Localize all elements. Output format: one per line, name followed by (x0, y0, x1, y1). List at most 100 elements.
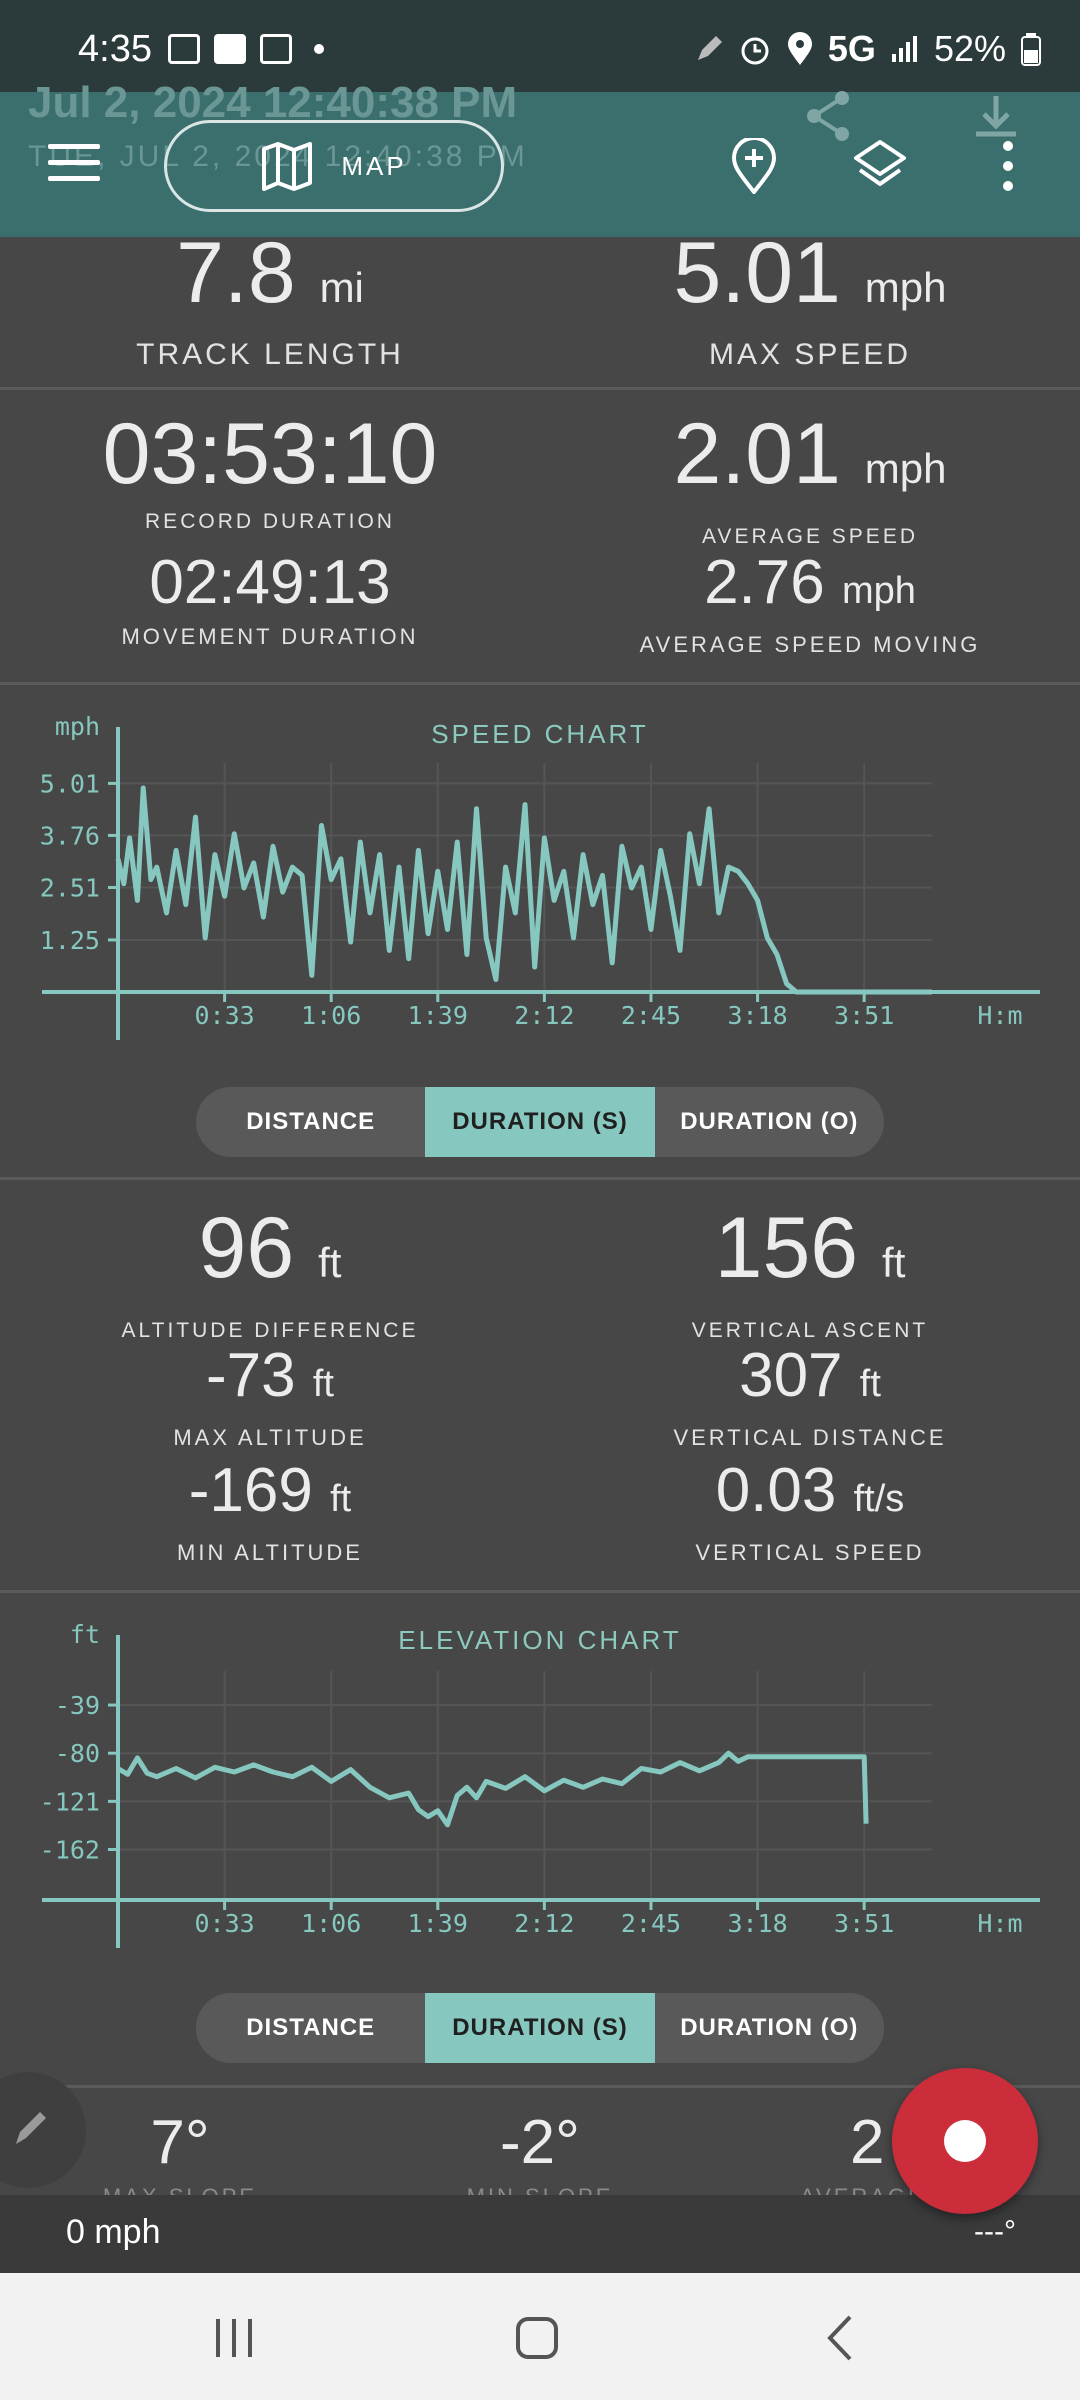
vertical-ascent-value: 156 (714, 1200, 859, 1296)
average-speed-moving-label: AVERAGE SPEED MOVING (639, 632, 981, 657)
speed-chart-x-tick-label: 1:06 (301, 1001, 361, 1030)
elevation-chart-mode-selector: DISTANCE DURATION (S) DURATION (O) (196, 1993, 884, 2063)
heading-value: ---° (974, 2215, 1016, 2248)
alarm-icon (741, 37, 769, 65)
max-speed-label: MAX SPEED (708, 338, 912, 371)
more-notifications-icon (314, 44, 324, 54)
speed-chart-y-tick-label: 5.01 (40, 769, 100, 798)
speed-chart-section: SPEED CHART 0:33 1:06 1:39 2:12 2:45 3:18 3:51… (0, 685, 1080, 1180)
altitude-difference-unit: ft (318, 1239, 342, 1286)
vertical-ascent-label: VERTICAL ASCENT (691, 1319, 929, 1342)
notification-icons (168, 34, 324, 64)
elevation-chart-x-tick-label: 3:51 (834, 1909, 894, 1938)
current-speed: 0 mph (66, 2213, 161, 2251)
altitude-difference-value: 96 (198, 1200, 295, 1296)
vertical-ascent-unit: ft (882, 1239, 906, 1286)
elevation-chart-x-tick-label: 0:33 (194, 1909, 254, 1938)
speed-chart: 0:33 1:06 1:39 2:12 2:45 3:18 3:51 H:m 5.01 3.76 2… (40, 712, 1040, 1040)
pen-icon (697, 36, 722, 60)
vertical-speed-label: VERTICAL SPEED (695, 1540, 925, 1565)
duration-section: 03:53:10 RECORD DURATION 2.01 mph AVERAG… (0, 390, 1080, 685)
download-icon[interactable] (968, 92, 1024, 148)
recent-apps-icon[interactable] (212, 2317, 258, 2359)
elevation-chart-y-tick-label: -162 (40, 1836, 100, 1865)
track-length-value: 7.8 (176, 225, 296, 321)
elevation-mode-duration-s[interactable]: DURATION (S) (425, 1993, 655, 2063)
elevation-chart-y-tick-label: -80 (55, 1739, 100, 1768)
track-title: Jul 2, 2024 12:40:38 PM (28, 78, 518, 127)
share-icon[interactable] (800, 88, 856, 144)
max-speed-value: 5.01 (673, 225, 841, 321)
menu-icon[interactable] (48, 144, 100, 184)
status-bar: 4:35 5G 52% (0, 0, 1080, 92)
more-vert-icon[interactable] (980, 138, 1036, 194)
fox-weather-icon (214, 34, 246, 64)
average-slope-value: 2 (850, 2108, 885, 2177)
battery-percent: 52% (933, 28, 1006, 69)
altitude-difference-label: ALTITUDE DIFFERENCE (121, 1319, 419, 1342)
elevation-chart-x-axis-label: H:m (977, 1909, 1022, 1938)
average-speed-value: 2.01 (673, 406, 841, 502)
elevation-chart-x-tick-label: 3:18 (727, 1909, 787, 1938)
vertical-speed-value: 0.03 (715, 1456, 837, 1525)
speed-chart-mode-selector: DISTANCE DURATION (S) DURATION (O) (196, 1087, 884, 1157)
pencil-icon (16, 2112, 46, 2144)
max-altitude-label: MAX ALTITUDE (173, 1425, 367, 1450)
movement-duration-value: 02:49:13 (149, 548, 391, 617)
vertical-distance-unit: ft (859, 1363, 881, 1405)
speed-chart-y-tick-label: 1.25 (40, 926, 100, 955)
status-time: 4:35 (78, 28, 152, 70)
max-altitude-value: -73 (206, 1341, 296, 1410)
record-icon (944, 2120, 986, 2162)
layers-icon[interactable] (852, 138, 908, 194)
elevation-chart: 0:33 1:06 1:39 2:12 2:45 3:18 3:51 H:m -39 -80 -12… (40, 1620, 1040, 1948)
back-icon[interactable] (820, 2313, 860, 2363)
vertical-distance-value: 307 (739, 1341, 843, 1410)
altitude-difference-stat: 96 ft ALTITUDE DIFFERENCE (0, 1202, 540, 1343)
speed-chart-x-tick-label: 0:33 (194, 1001, 254, 1030)
max-altitude-unit: ft (312, 1363, 334, 1405)
record-duration-value: 03:53:10 (102, 406, 438, 502)
elevation-mode-distance[interactable]: DISTANCE (246, 2014, 376, 2041)
min-altitude-value: -169 (188, 1456, 313, 1525)
average-speed-stat: 2.01 mph AVERAGE SPEED (540, 408, 1080, 549)
speed-chart-title: SPEED CHART (431, 719, 649, 749)
vertical-distance-label: VERTICAL DISTANCE (673, 1425, 947, 1450)
speed-chart-y-tick-label: 3.76 (40, 821, 100, 850)
elevation-chart-x-tick-label: 2:12 (514, 1909, 574, 1938)
record-duration-label: RECORD DURATION (145, 510, 395, 533)
average-speed-label: AVERAGE SPEED (701, 525, 918, 548)
movement-duration-stat: 02:49:13 MOVEMENT DURATION (0, 550, 540, 650)
location-icon (787, 32, 812, 65)
speed-chart-x-tick-label: 1:39 (408, 1001, 468, 1030)
signal-icon (891, 36, 917, 62)
elevation-chart-y-tick-label: -121 (40, 1787, 100, 1816)
track-length-unit: mi (319, 264, 364, 311)
map-icon (262, 142, 313, 191)
average-speed-moving-value: 2.76 (704, 548, 825, 617)
speed-chart-series-line (115, 785, 932, 995)
record-button[interactable] (892, 2068, 1038, 2214)
speed-mode-distance[interactable]: DISTANCE (246, 1108, 376, 1135)
altitude-section: 96 ft ALTITUDE DIFFERENCE 156 ft VERTICA… (0, 1180, 1080, 1593)
max-speed-stat: 5.01 mph MAX SPEED (540, 227, 1080, 372)
speed-chart-x-tick-label: 3:18 (727, 1001, 787, 1030)
track-length-label: TRACK LENGTH (136, 338, 404, 371)
max-altitude-stat: -73 ft MAX ALTITUDE (0, 1343, 540, 1451)
vertical-speed-stat: 0.03 ft/s VERTICAL SPEED (540, 1458, 1080, 1566)
elevation-chart-y-axis-label: ft (70, 1620, 100, 1649)
map-button[interactable]: MAP (164, 120, 504, 212)
speed-mode-duration-o[interactable]: DURATION (O) (680, 1108, 859, 1135)
battery-icon (1021, 33, 1041, 66)
elevation-chart-x-tick-label: 2:45 (621, 1909, 681, 1938)
current-speed-bar: 0 mph ---° (0, 2195, 1080, 2275)
min-slope-value: -2° (500, 2108, 580, 2177)
edit-button[interactable] (0, 2072, 86, 2188)
speed-mode-duration-s[interactable]: DURATION (S) (425, 1087, 655, 1157)
add-location-icon[interactable] (726, 138, 782, 194)
elevation-chart-y-tick-label: -39 (55, 1691, 100, 1720)
min-altitude-unit: ft (330, 1478, 352, 1520)
elevation-mode-duration-o[interactable]: DURATION (O) (680, 2014, 859, 2041)
home-icon[interactable] (514, 2315, 560, 2361)
elevation-chart-title: ELEVATION CHART (398, 1625, 682, 1655)
